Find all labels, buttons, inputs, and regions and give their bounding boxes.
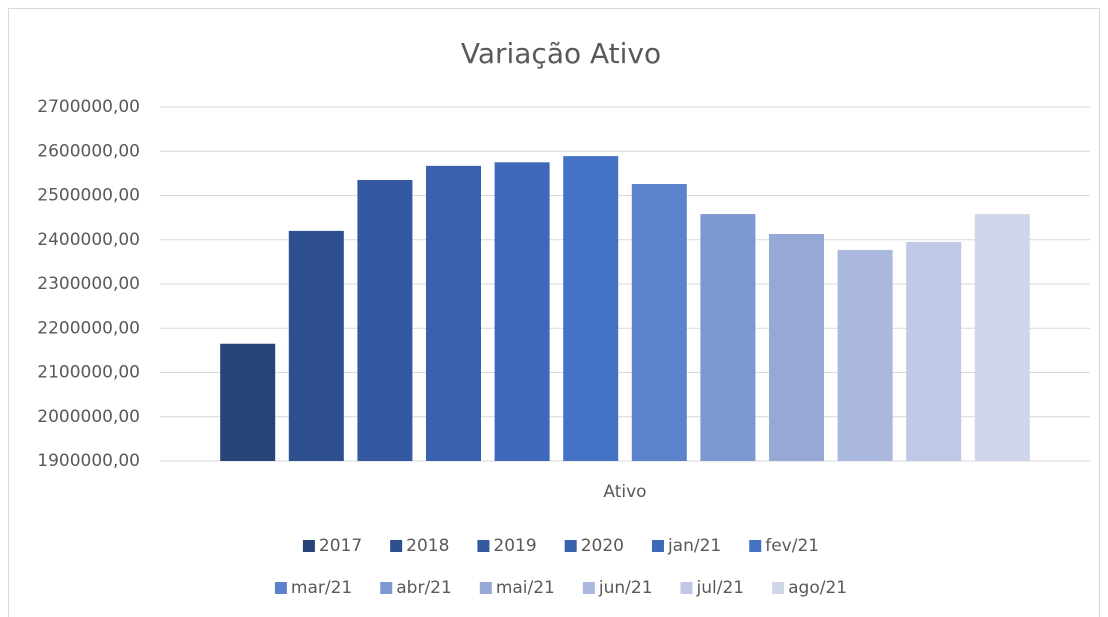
- legend-label: 2017: [319, 536, 362, 556]
- legend-swatch: [274, 582, 287, 594]
- legend-swatch: [380, 582, 393, 594]
- legend-label: jan/21: [667, 536, 721, 556]
- y-tick-label: 2600000,00: [37, 141, 140, 161]
- y-tick-label: 2100000,00: [37, 363, 140, 383]
- legend-swatch: [479, 582, 492, 594]
- y-tick-label: 2400000,00: [37, 230, 140, 250]
- legend-swatch: [680, 582, 693, 594]
- bar: [288, 230, 344, 461]
- bar: [700, 214, 756, 461]
- bar: [769, 233, 824, 461]
- legend-label: jul/21: [696, 578, 745, 598]
- bar: [974, 214, 1030, 461]
- legend-label: ago/21: [788, 578, 847, 598]
- bar: [837, 249, 893, 461]
- chart-title: Variação Ativo: [461, 37, 661, 70]
- legend-label: mai/21: [496, 578, 555, 598]
- legend-label: mar/21: [291, 578, 352, 598]
- y-tick-label: 2300000,00: [37, 274, 140, 294]
- legend-swatch: [749, 540, 762, 552]
- legend-label: jun/21: [598, 578, 653, 598]
- y-tick-label: 1900000,00: [37, 451, 140, 471]
- bar: [357, 180, 413, 461]
- x-tick-label: Ativo: [603, 482, 646, 502]
- y-tick-label: 2000000,00: [37, 407, 140, 427]
- legend-swatch: [302, 540, 315, 552]
- bar: [563, 156, 619, 461]
- legend-label: 2020: [581, 536, 624, 556]
- bar: [426, 165, 481, 462]
- legend-label: abr/21: [396, 578, 452, 598]
- legend-label: 2019: [493, 536, 536, 556]
- legend-swatch: [582, 582, 595, 594]
- legend-swatch: [772, 582, 785, 594]
- y-tick-label: 2200000,00: [37, 318, 140, 338]
- bar: [494, 162, 550, 461]
- legend-label: fev/21: [765, 536, 819, 556]
- legend-swatch: [564, 540, 577, 552]
- y-tick-label: 2500000,00: [37, 186, 140, 206]
- y-tick-label: 2700000,00: [37, 97, 140, 117]
- bar: [631, 183, 687, 461]
- bar: [906, 241, 962, 461]
- legend-swatch: [651, 540, 664, 552]
- legend-label: 2018: [406, 536, 449, 556]
- bar: [220, 343, 276, 461]
- legend-swatch: [390, 540, 403, 552]
- legend-swatch: [477, 540, 490, 552]
